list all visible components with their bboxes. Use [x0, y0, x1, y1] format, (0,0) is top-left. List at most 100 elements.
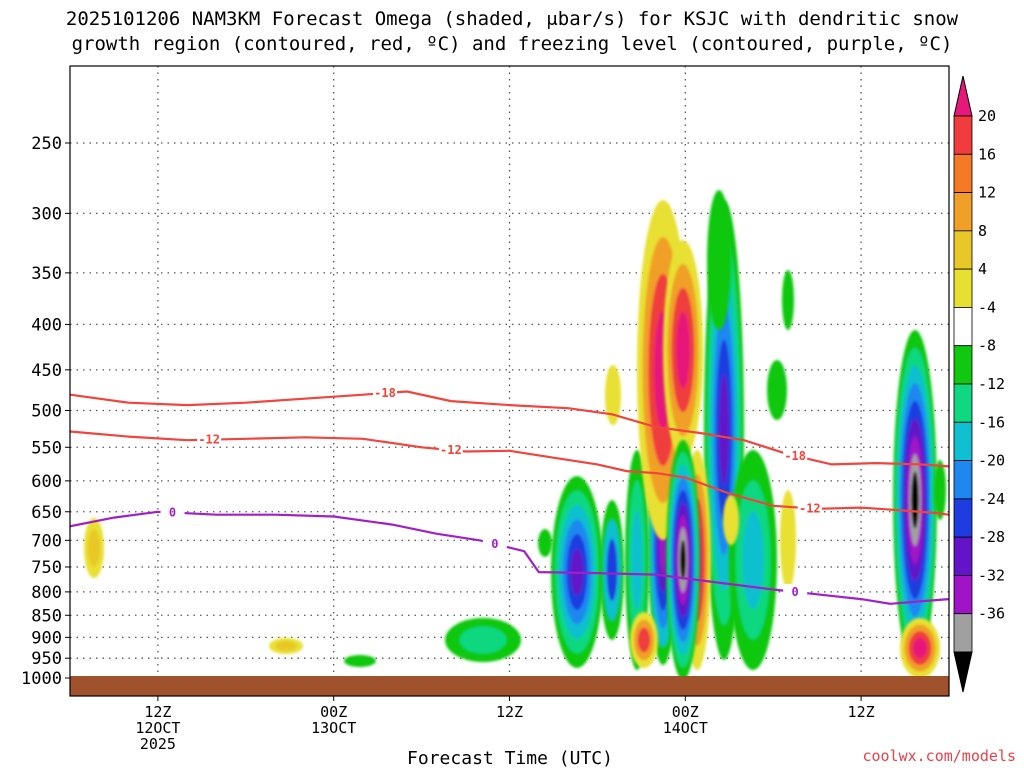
omega-blob-band	[606, 538, 618, 602]
contour-label: -12	[799, 501, 821, 515]
y-tick-label: 950	[31, 649, 62, 669]
colorbar-tick-label: 4	[978, 260, 987, 278]
colorbar-segment	[953, 575, 973, 615]
contour-label: 0	[169, 505, 176, 519]
omega-blob-band	[911, 471, 919, 529]
y-axis-ticks: 2503003504004505005506006507007508008509…	[21, 134, 70, 689]
omega-blob-band	[782, 270, 794, 330]
x-tick-label: 12Z	[144, 703, 171, 721]
omega-blob	[663, 240, 703, 460]
omega-blob	[934, 460, 946, 520]
colorbar-tick-label: -16	[978, 413, 1005, 431]
omega-blob-band	[605, 365, 621, 425]
omega-blob	[630, 612, 658, 668]
contour-label-bg	[482, 536, 507, 551]
y-tick-label: 300	[31, 204, 62, 224]
y-tick-label: 700	[31, 531, 62, 551]
contour-label-bg	[783, 583, 808, 598]
omega-blob	[900, 618, 940, 678]
contour-label: 0	[792, 585, 799, 599]
contour-dgz_minus18	[70, 390, 949, 468]
y-tick-label: 400	[31, 315, 62, 335]
colorbar-segment	[953, 192, 973, 232]
colorbar-tick-label: 8	[978, 222, 987, 240]
omega-blob	[538, 529, 552, 557]
contour-label-bg	[783, 447, 808, 462]
omega-blob	[84, 518, 104, 578]
omega-blob	[729, 450, 777, 670]
omega-blob	[707, 190, 731, 330]
omega-blob	[723, 495, 739, 545]
contour-label: -12	[440, 443, 462, 457]
x-tick-label: 2025	[140, 735, 176, 753]
plot-background	[70, 66, 949, 696]
colorbar-top-triangle	[953, 75, 973, 117]
x-axis-label: Forecast Time (UTC)	[407, 748, 613, 768]
colorbar-segment	[953, 268, 973, 308]
contour-label-bg	[438, 442, 463, 457]
omega-blob	[605, 365, 621, 425]
contour-label: -18	[784, 449, 806, 463]
y-tick-label: 650	[31, 503, 62, 523]
x-tick-label: 00Z	[672, 703, 699, 721]
colorbar: 20 16 12 8 4 -4 -8 -12 -16 -20 -24 -28 -32 -36	[953, 75, 1005, 693]
colorbar-segment	[953, 230, 973, 270]
contour-label: 0	[491, 537, 498, 551]
chart-title-line1: 2025101206 NAM3KM Forecast Omega (shaded…	[66, 8, 959, 30]
omega-blob-band	[723, 495, 739, 545]
omega-blob-band	[459, 626, 507, 654]
omega-blob	[780, 490, 796, 590]
colorbar-tick-label: 16	[978, 145, 996, 163]
y-tick-label: 450	[31, 361, 62, 381]
colorbar-segment	[953, 153, 973, 193]
contour-label: -18	[374, 386, 396, 400]
omega-blob-band	[680, 540, 686, 580]
y-tick-label: 550	[31, 438, 62, 458]
colorbar-tick-label: -12	[978, 375, 1005, 393]
omega-blob	[893, 330, 937, 670]
y-tick-label: 600	[31, 472, 62, 492]
y-tick-label: 1000	[21, 669, 62, 689]
colorbar-segment	[953, 613, 973, 653]
colorbar-tick-label: -8	[978, 337, 996, 355]
y-tick-label: 900	[31, 628, 62, 648]
colorbar-segment	[953, 383, 973, 423]
colorbar-segment	[953, 498, 973, 538]
y-tick-label: 350	[31, 264, 62, 284]
colorbar-segment	[953, 115, 973, 155]
omega-blob-band	[707, 190, 731, 330]
colorbar-segment	[953, 421, 973, 461]
gridlines	[70, 66, 949, 696]
omega-blob	[782, 270, 794, 330]
y-tick-label: 250	[31, 134, 62, 154]
omega-blob	[666, 440, 700, 680]
colorbar-tick-label: -28	[978, 528, 1005, 546]
x-tick-label: 12Z	[496, 703, 523, 721]
omega-blob-band	[719, 374, 729, 486]
x-tick-label: 00Z	[320, 703, 347, 721]
omega-blob-band	[275, 641, 297, 651]
x-tick-label: 14OCT	[663, 719, 708, 737]
omega-blob-band	[538, 529, 552, 557]
y-tick-label: 850	[31, 606, 62, 626]
omega-shading	[84, 190, 946, 680]
colorbar-tick-label: -36	[978, 605, 1005, 623]
omega-blob	[600, 500, 624, 640]
x-tick-label: 12Z	[848, 703, 875, 721]
contour-label-bg	[197, 431, 222, 446]
contour-label-bg	[797, 500, 822, 515]
omega-blob	[269, 638, 303, 654]
omega-blob-band	[780, 490, 796, 590]
colorbar-bottom-triangle	[953, 651, 973, 693]
contour-label: -12	[198, 433, 220, 447]
omega-blob-band	[87, 529, 101, 567]
colorbar-segment	[953, 460, 973, 500]
y-tick-label: 800	[31, 583, 62, 603]
omega-blob	[344, 655, 376, 667]
omega-blob-band	[631, 511, 643, 609]
contour-dgz_minus12	[70, 430, 949, 516]
omega-blob-band	[913, 637, 927, 659]
omega-blob-band	[767, 360, 787, 420]
ground-surface	[70, 676, 949, 696]
